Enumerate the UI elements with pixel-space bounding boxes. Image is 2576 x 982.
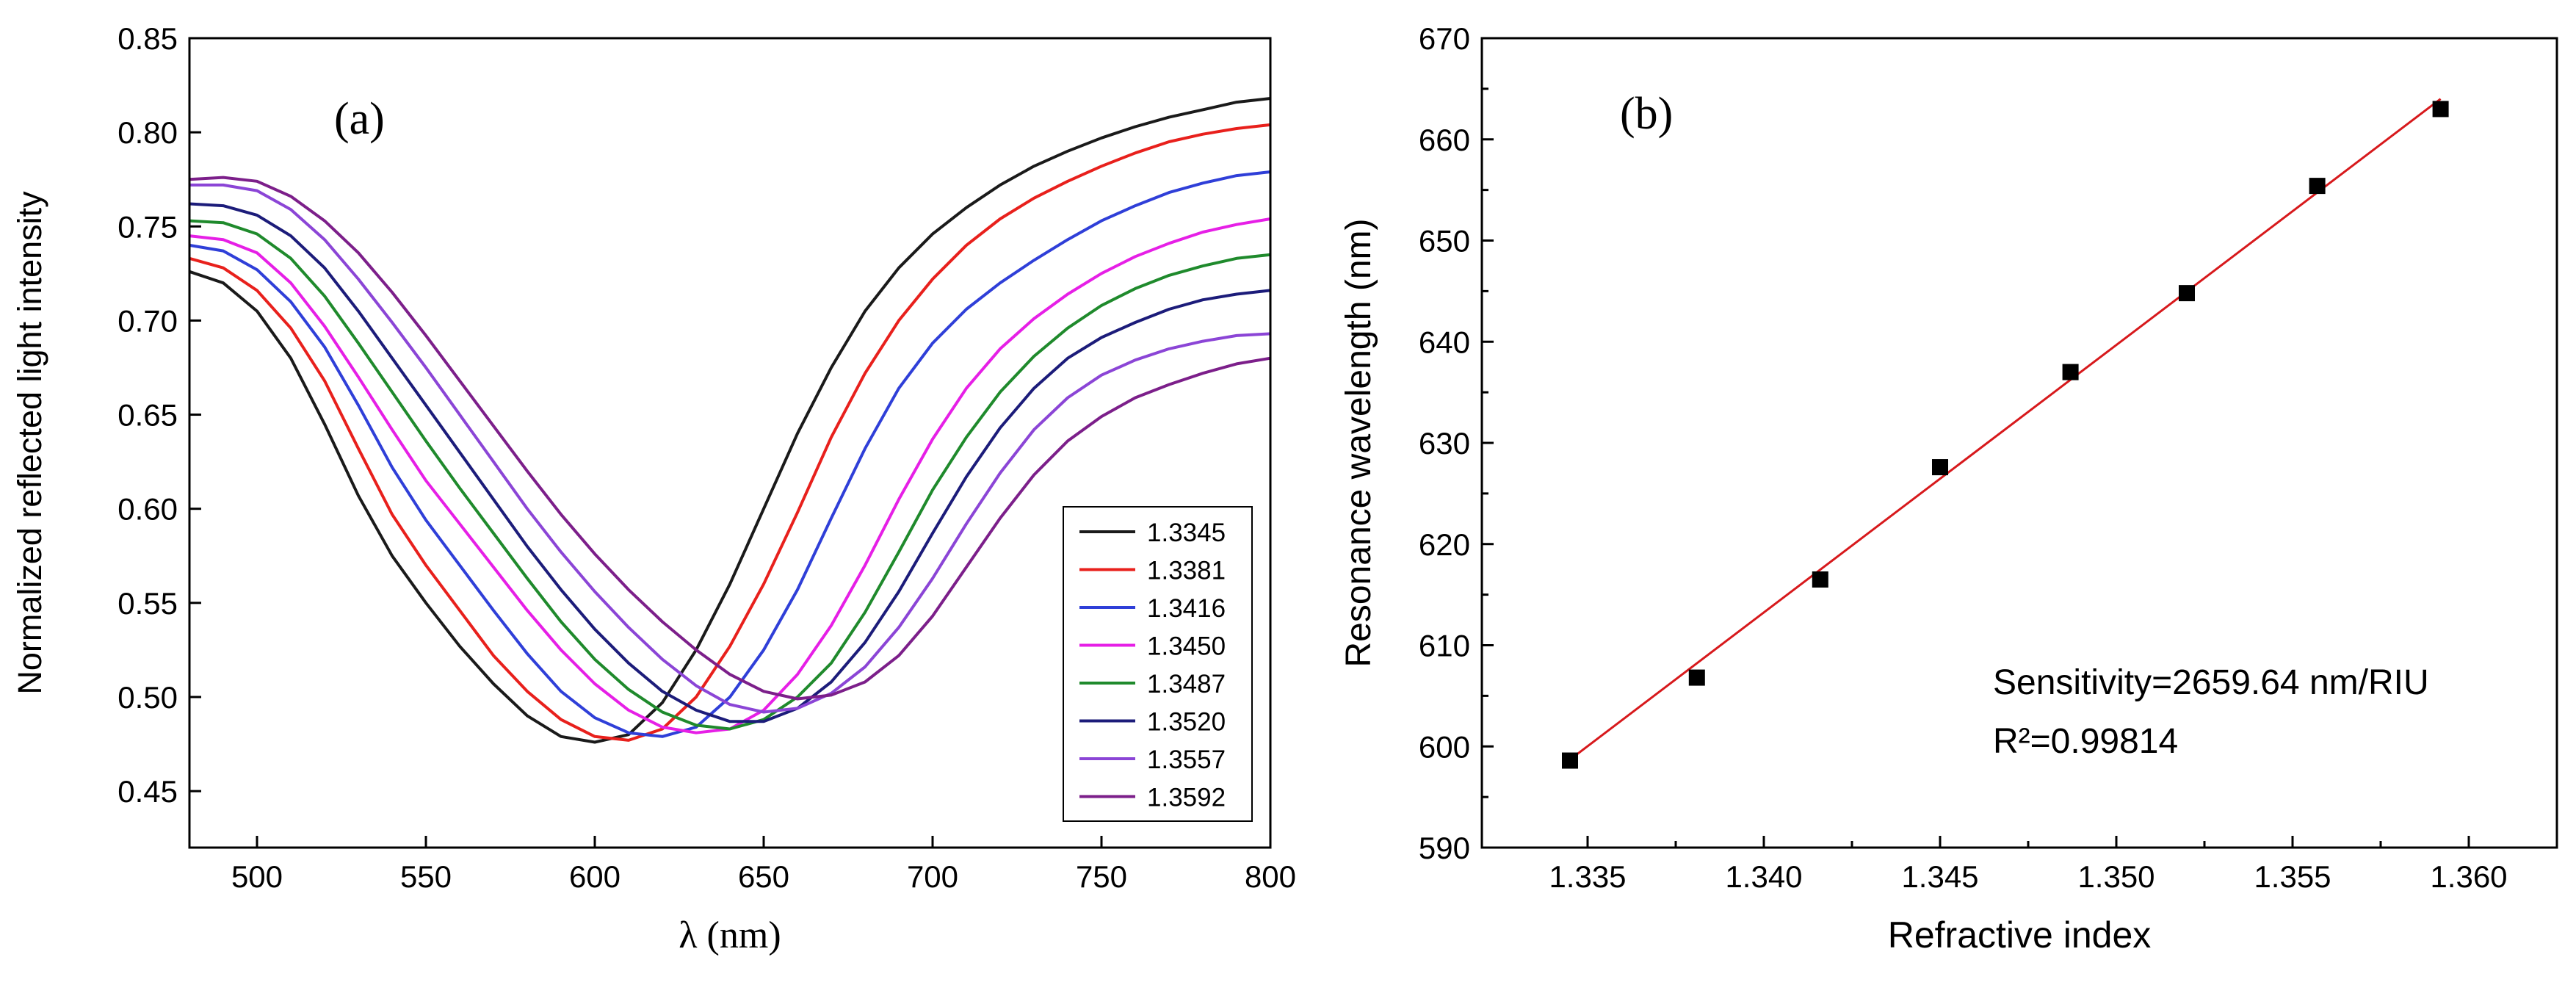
legend-label: 1.3450 (1147, 632, 1226, 661)
panel-a-x-ticks: 500 550 600 650 700 750 800 (231, 836, 1296, 894)
panel-b-y-tick-label: 610 (1419, 629, 1470, 663)
panel-a-legend: 1.3345 1.3381 1.3416 1.3450 1.3487 1.3520 1.35… (1063, 506, 1253, 822)
panel-b-x-tick-label: 1.345 (1901, 859, 1978, 894)
data-point-marker (1688, 669, 1705, 686)
panel-b-x-tick-label: 1.340 (1725, 859, 1802, 894)
data-point-marker (1932, 459, 1948, 476)
data-points (1562, 101, 2449, 769)
panel-a-x-tick-label: 650 (738, 859, 789, 894)
panel-b-y-tick-label: 650 (1419, 224, 1470, 259)
panel-a-y-tick-label: 0.75 (117, 209, 178, 244)
panel-b-x-tick-label: 1.350 (2077, 859, 2154, 894)
data-point-marker (2062, 364, 2079, 380)
panel-b-y-tick-label: 620 (1419, 527, 1470, 562)
panel-a-x-tick-label: 800 (1245, 859, 1296, 894)
data-point-marker (2309, 178, 2326, 195)
data-point-marker (1562, 752, 1578, 769)
panel-b-y-ticks: 590 600 610 620 630 640 650 660 670 (1419, 21, 1494, 865)
panel-b-x-axis-label: Refractive index (1888, 914, 2152, 956)
panel-a-y-ticks: 0.45 0.50 0.55 0.60 0.65 0.70 0.75 0.80 0.85 (117, 21, 201, 809)
panel-a-y-tick-label: 0.60 (117, 492, 178, 527)
panel-a-y-tick-label: 0.70 (117, 303, 178, 338)
data-point-marker (1812, 571, 1828, 588)
panel-a-y-axis-label: Normalized reflected light intensity (11, 191, 48, 695)
spectrum-line-1.3416 (189, 170, 1271, 738)
linear-fit-line (1569, 98, 2442, 761)
panel-b-y-tick-label: 640 (1419, 325, 1470, 359)
legend-label: 1.3381 (1147, 557, 1226, 585)
legend-label: 1.3520 (1147, 708, 1226, 737)
panel-a-x-tick-label: 750 (1076, 859, 1127, 894)
legend-label: 1.3592 (1147, 784, 1226, 812)
data-point-marker (2432, 101, 2449, 118)
panel-a-x-tick-label: 600 (569, 859, 621, 894)
legend-label: 1.3416 (1147, 594, 1226, 623)
r-squared-annotation: R²=0.99814 (1993, 722, 2178, 761)
panel-b-label: (b) (1620, 89, 1673, 139)
panel-b-x-tick-label: 1.360 (2430, 859, 2507, 894)
spectrum-line-1.3381 (189, 123, 1271, 742)
legend-label: 1.3557 (1147, 745, 1226, 774)
legend-label: 1.3345 (1147, 519, 1226, 547)
panel-b-y-tick-label: 590 (1419, 831, 1470, 865)
panel-a-y-tick-label: 0.85 (117, 21, 178, 56)
panel-a-y-tick-label: 0.55 (117, 586, 178, 621)
spectrum-line-1.3487 (189, 219, 1271, 731)
panel-a-x-axis-label: λ (nm) (679, 914, 781, 956)
panel-a-spectra-chart: 500 550 600 650 700 750 800 0.450.500.550.600.… (11, 21, 1296, 956)
data-point-marker (2179, 285, 2195, 302)
panel-a-y-tick-label: 0.80 (117, 115, 178, 150)
panel-b-x-tick-label: 1.355 (2254, 859, 2331, 894)
linear-fit (1569, 98, 2442, 761)
legend-box (1063, 506, 1253, 822)
legend-label: 1.3487 (1147, 670, 1226, 698)
panel-a-y-tick-label: 0.65 (117, 398, 178, 433)
spectrum-line-1.3592 (189, 176, 1271, 701)
panel-b-x-tick-label: 1.335 (1549, 859, 1626, 894)
panel-a-x-tick-label: 700 (907, 859, 958, 894)
panel-b-y-tick-label: 670 (1419, 21, 1470, 56)
spectrum-line-1.3520 (189, 202, 1271, 723)
panel-b-x-ticks: 1.335 1.340 1.345 1.350 1.355 1.360 (1549, 836, 2508, 894)
panel-b-y-tick-label: 660 (1419, 123, 1470, 157)
panel-b-sensitivity-chart: 1.335 1.340 1.345 1.350 1.355 1.360 590 600 610… (1339, 21, 2558, 956)
panel-a-x-tick-label: 550 (400, 859, 452, 894)
panel-a-y-tick-label: 0.45 (117, 774, 178, 809)
panel-b-y-tick-label: 630 (1419, 426, 1470, 461)
panel-a-y-tick-label: 0.50 (117, 680, 178, 715)
spectra-curves (189, 97, 1271, 744)
panel-a-label: (a) (334, 94, 385, 144)
spectrum-line-1.3345 (189, 97, 1271, 744)
panel-a-x-tick-label: 500 (231, 859, 283, 894)
spectrum-line-1.3557 (189, 183, 1271, 714)
panel-b-y-tick-label: 600 (1419, 729, 1470, 764)
panel-b-y-axis-label: Resonance wavelength (nm) (1339, 219, 1378, 668)
panel-a-plot-frame (188, 37, 1272, 849)
sensitivity-annotation: Sensitivity=2659.64 nm/RIU (1993, 663, 2429, 702)
